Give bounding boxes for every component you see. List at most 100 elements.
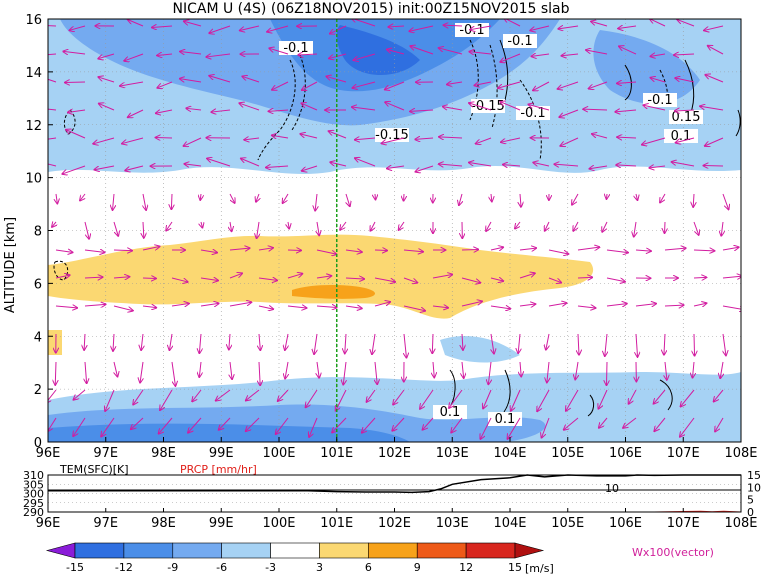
colorbar-segment	[368, 542, 418, 559]
y-tick-label: 14	[25, 66, 42, 81]
wind-vector	[143, 193, 146, 210]
x-tick-label: 105E	[551, 446, 584, 461]
colorbar-tick-label: -15	[66, 561, 84, 574]
colorbar-segment	[319, 542, 369, 559]
wind-vector	[723, 333, 726, 355]
wind-vector	[113, 193, 114, 210]
wind-vector	[501, 137, 521, 142]
wind-vector	[180, 52, 202, 54]
wind-vector	[269, 110, 289, 111]
wind-vector	[113, 333, 114, 351]
wind-field-shading	[48, 19, 741, 442]
wind-vector	[548, 303, 566, 306]
x-tick-label: 100E	[262, 446, 295, 461]
wind-vector	[708, 46, 724, 55]
wind-vector	[410, 46, 434, 55]
colorbar-tick-label: 6	[365, 561, 372, 574]
wind-vector	[287, 306, 306, 308]
wind-vector	[677, 20, 695, 27]
wind-vector	[287, 274, 302, 279]
surface-x-tick-label: 106E	[609, 516, 642, 531]
wind-vector	[306, 389, 318, 407]
colorbar-tick-label: -12	[115, 561, 133, 574]
colorbar-tick-label: 3	[316, 561, 323, 574]
wind-vector	[258, 306, 273, 309]
wind-vector	[705, 75, 724, 83]
surface-x-tick-label: 102E	[378, 516, 411, 531]
wind-vector	[439, 48, 463, 55]
wind-vector	[423, 417, 434, 430]
wind-vector	[577, 277, 592, 278]
x-tick-label: 107E	[667, 446, 700, 461]
wind-vector	[259, 361, 260, 385]
wind-vector	[128, 20, 144, 27]
wind-vector	[533, 162, 550, 166]
wind-vector	[693, 277, 706, 278]
wind-vector	[316, 306, 337, 308]
wind-vector	[675, 78, 695, 83]
surface-x-tick-label: 108E	[724, 516, 757, 531]
wind-vector	[420, 389, 434, 409]
colorbar-min-triangle	[45, 542, 76, 559]
wind-vector	[651, 78, 666, 83]
wind-vector	[330, 25, 347, 34]
wind-vector	[500, 102, 521, 111]
wind-vector	[616, 165, 637, 166]
wind-vector	[56, 193, 57, 203]
wind-vector	[330, 162, 347, 167]
wind-vector	[606, 250, 628, 253]
surface-annotation: 10	[605, 482, 619, 495]
wind-vector	[267, 25, 289, 32]
surface-x-tick-label: 104E	[493, 516, 526, 531]
wind-vector	[159, 417, 173, 434]
surface-x-tick-label: 98E	[151, 516, 176, 531]
surface-x-axis: 96E 97E 98E 99E 100E 101E 102E 103E 104E 105E 106E…	[36, 508, 758, 531]
colorbar-max-triangle	[514, 542, 545, 559]
wind-vector	[572, 193, 579, 205]
wind-vector	[355, 158, 376, 167]
colorbar-tick-label: -3	[265, 561, 276, 574]
wind-vector	[393, 389, 405, 405]
wind-vector	[298, 54, 318, 55]
wind-vector	[160, 389, 173, 410]
wind-vector	[491, 193, 492, 201]
wind-vector	[554, 164, 579, 166]
x-tick-label: 97E	[93, 446, 118, 461]
wind-vector	[498, 81, 521, 88]
y-tick-label: 10	[25, 172, 42, 187]
contour-label: 0.15	[672, 110, 701, 125]
wind-vector	[84, 221, 89, 239]
wind-vector	[141, 333, 143, 350]
wind-vector	[461, 277, 480, 283]
wind-vector	[675, 110, 695, 111]
wind-vector	[80, 193, 85, 200]
wind-vector	[545, 221, 549, 231]
wind-vector	[48, 389, 57, 403]
wind-vector	[470, 25, 492, 30]
wind-vector	[372, 333, 375, 354]
wind-vector	[490, 306, 510, 309]
colorbar-tick-label: -9	[167, 561, 178, 574]
wind-vector	[55, 275, 70, 278]
wind-vector	[409, 25, 434, 31]
wind-vector	[606, 277, 625, 282]
wind-vector	[680, 417, 695, 437]
wind-vector	[694, 333, 695, 356]
wind-vector	[605, 333, 607, 356]
wind-vector	[272, 135, 289, 138]
wind-vector	[244, 138, 260, 140]
wind-vector	[392, 417, 405, 431]
wind-vector	[577, 306, 595, 308]
wind-vector	[599, 417, 608, 428]
wind-vector	[259, 333, 260, 350]
wind-vector	[519, 304, 535, 306]
wind-vector	[651, 54, 666, 56]
wind-vector	[266, 166, 289, 167]
wind-vector	[317, 361, 319, 378]
wind-vector	[230, 221, 232, 231]
wind-vector	[48, 53, 57, 56]
wind-vector	[704, 25, 724, 30]
surface-x-tick-label: 105E	[551, 516, 584, 531]
wind-vector	[705, 137, 724, 146]
wind-vector	[722, 276, 741, 278]
